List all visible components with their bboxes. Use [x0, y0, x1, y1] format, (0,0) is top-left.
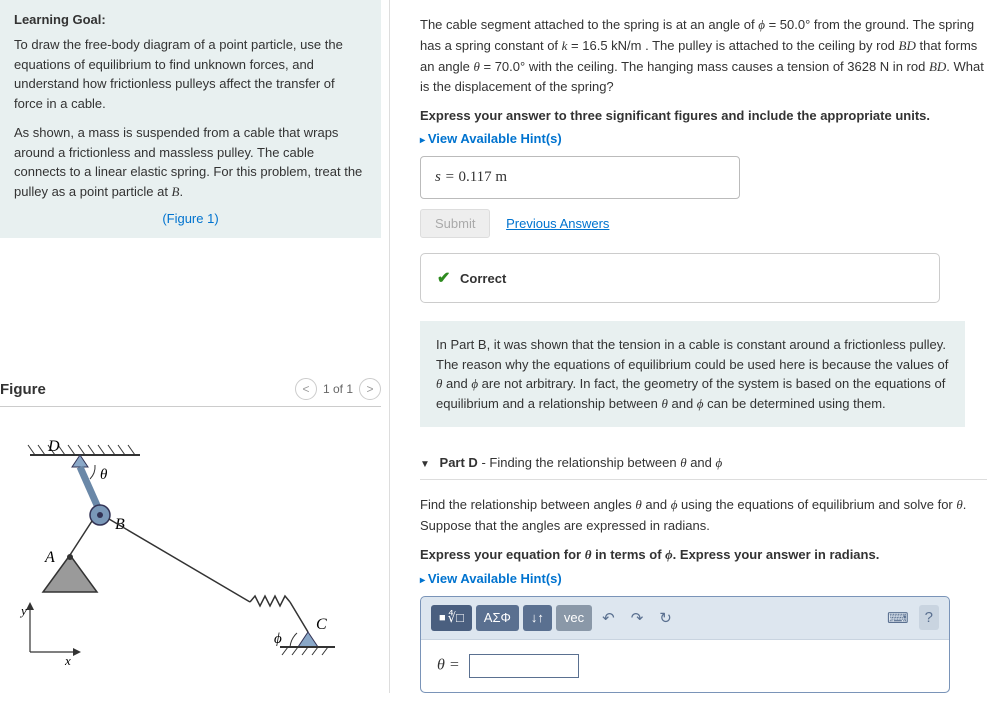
- svg-text:θ: θ: [100, 467, 108, 483]
- redo-icon[interactable]: ↷: [625, 605, 650, 631]
- undo-icon[interactable]: ↶: [596, 605, 621, 631]
- figure-header: Figure < 1 of 1 >: [0, 378, 381, 407]
- figure-diagram: D θ B A C: [0, 417, 381, 690]
- reset-icon[interactable]: ↻: [653, 605, 678, 631]
- templates-button[interactable]: ■∜□: [431, 605, 472, 631]
- keyboard-icon[interactable]: ⌨: [881, 605, 915, 631]
- problem-statement: The cable segment attached to the spring…: [420, 15, 987, 98]
- svg-text:x: x: [64, 653, 71, 667]
- svg-text:y: y: [19, 603, 27, 618]
- view-hints-link[interactable]: View Available Hint(s): [420, 131, 987, 146]
- figure-prev-button[interactable]: <: [295, 378, 317, 400]
- answer-label: θ =: [437, 656, 460, 673]
- instruction-text: Express your answer to three significant…: [420, 108, 987, 123]
- svg-text:B: B: [115, 516, 125, 533]
- greek-button[interactable]: ΑΣΦ: [476, 605, 519, 631]
- info-panel: In Part B, it was shown that the tension…: [420, 321, 965, 427]
- previous-answers-link[interactable]: Previous Answers: [506, 216, 609, 231]
- svg-text:D: D: [47, 438, 60, 455]
- subscript-button[interactable]: ↓↑: [523, 605, 552, 631]
- feedback-correct: ✔ Correct: [420, 253, 940, 303]
- learning-goal-panel: Learning Goal: To draw the free-body dia…: [0, 0, 381, 238]
- svg-text:A: A: [44, 549, 55, 566]
- learning-goal-heading: Learning Goal:: [14, 12, 367, 27]
- figure-next-button[interactable]: >: [359, 378, 381, 400]
- figure-counter: 1 of 1: [323, 382, 353, 396]
- part-d-instruction: Express your equation for θ in terms of …: [420, 547, 987, 563]
- part-d-hints-link[interactable]: View Available Hint(s): [420, 571, 987, 586]
- submit-button[interactable]: Submit: [420, 209, 490, 238]
- caret-down-icon: ▼: [420, 459, 430, 470]
- learning-goal-p2: As shown, a mass is suspended from a cab…: [14, 123, 367, 201]
- vec-button[interactable]: vec: [556, 605, 592, 631]
- equation-editor: ■∜□ ΑΣΦ ↓↑ vec ↶ ↷ ↻ ⌨ ? θ =: [420, 596, 950, 693]
- part-d-question: Find the relationship between angles θ a…: [420, 495, 987, 537]
- answer-display: s = 0.117 m: [420, 156, 740, 199]
- figure-title: Figure: [0, 381, 46, 398]
- help-icon[interactable]: ?: [919, 605, 939, 630]
- check-icon: ✔: [437, 270, 450, 287]
- theta-input[interactable]: [469, 654, 579, 678]
- learning-goal-p1: To draw the free-body diagram of a point…: [14, 35, 367, 113]
- svg-text:C: C: [316, 616, 327, 633]
- part-d-header[interactable]: ▼ Part D - Finding the relationship betw…: [420, 445, 987, 480]
- figure-link[interactable]: (Figure 1): [14, 211, 367, 226]
- svg-text:ϕ: ϕ: [274, 631, 282, 647]
